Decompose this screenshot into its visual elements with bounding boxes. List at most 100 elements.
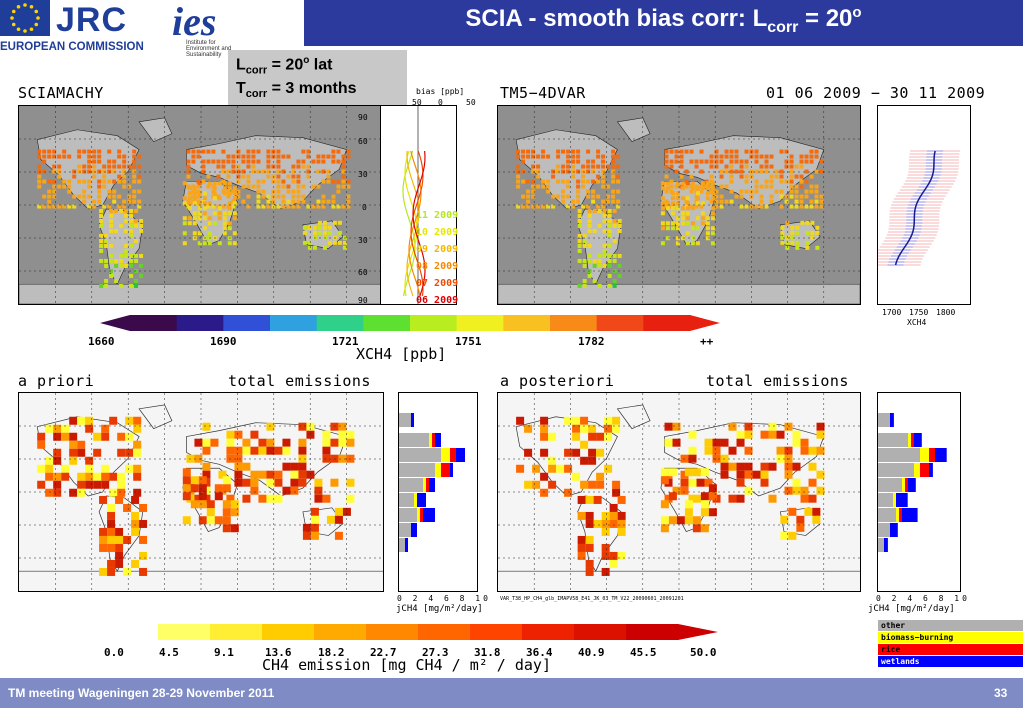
emission-cell <box>524 480 533 489</box>
xch4-pixel <box>326 199 331 204</box>
emission-cell <box>548 480 557 489</box>
xch4-pixel <box>724 164 729 169</box>
xch4-pixel <box>571 174 576 179</box>
xch4-pixel <box>197 211 202 216</box>
emission-cell <box>107 567 116 576</box>
emission-cell <box>226 454 235 463</box>
xch4-pixel <box>754 154 759 159</box>
emission-cell <box>585 519 594 528</box>
xch4-pixel <box>754 149 759 154</box>
xch4-pixel <box>266 169 271 174</box>
xch4-pixel <box>612 278 617 283</box>
xch4-pixel <box>705 181 710 186</box>
xch4-pixel <box>754 159 759 164</box>
emission-cell <box>326 515 335 524</box>
emission-cell <box>596 432 605 441</box>
xch4-pixel <box>87 204 92 209</box>
colorbar-segment <box>410 315 458 331</box>
xch4-pixel <box>97 199 102 204</box>
xch4-pixel <box>132 189 137 194</box>
xch4-pixel <box>187 201 192 206</box>
xch4-pixel <box>664 164 669 169</box>
xch4-pixel <box>266 164 271 169</box>
xch4-pixel <box>799 179 804 184</box>
xch4-pixel <box>699 169 704 174</box>
xch4-pixel <box>531 189 536 194</box>
xch4-pixel <box>611 194 616 199</box>
xch4-pixel <box>587 218 592 223</box>
xch4-pixel <box>607 258 612 263</box>
emission-cell <box>796 515 805 524</box>
xch4-pixel <box>192 196 197 201</box>
xch4-pixel <box>744 149 749 154</box>
xch4-pixel <box>109 258 114 263</box>
emission-cell <box>680 454 689 463</box>
emission-cell <box>696 494 705 503</box>
xch4-pixel <box>526 189 531 194</box>
xch4-pixel <box>212 181 217 186</box>
emission-cell <box>242 478 251 487</box>
xch4-pixel <box>222 186 227 191</box>
xch4-pixel <box>236 154 241 159</box>
xch4-pixel <box>729 164 734 169</box>
xch4-pixel <box>286 204 291 209</box>
xch4-pixel <box>286 184 291 189</box>
xch4-pixel <box>341 169 346 174</box>
xch4-pixel <box>734 169 739 174</box>
emission-cell <box>540 448 549 457</box>
xch4-pixel <box>744 159 749 164</box>
xch4-pixel <box>132 179 137 184</box>
xch4-pixel <box>192 211 197 216</box>
emission-cell <box>107 519 116 528</box>
xch4-pixel <box>346 194 351 199</box>
xch4-pixel <box>581 179 586 184</box>
xch4-pixel <box>129 228 134 233</box>
xch4-pixel <box>764 154 769 159</box>
emission-cell <box>572 472 581 481</box>
xch4-pixel <box>62 179 67 184</box>
xch4-pixel <box>82 149 87 154</box>
emission-cell <box>736 470 745 479</box>
xch4-pixel <box>729 179 734 184</box>
emission-cell <box>792 462 801 471</box>
emission-cell <box>346 478 355 487</box>
emission-cell <box>540 424 549 433</box>
xch4-pixel <box>206 159 211 164</box>
xch4-pixel <box>127 164 132 169</box>
xch4-pixel <box>276 164 281 169</box>
xch4-pixel <box>306 174 311 179</box>
xch4-pixel <box>719 199 724 204</box>
xch4-pixel <box>117 174 122 179</box>
xch4-pixel <box>679 174 684 179</box>
emission-cell <box>660 524 669 533</box>
xch4-pixel <box>684 149 689 154</box>
xch4-pixel <box>714 149 719 154</box>
emission-cell <box>282 446 291 455</box>
xch4-pixel <box>134 253 139 258</box>
xch4-pixel <box>815 245 820 250</box>
emission-cell <box>322 430 331 439</box>
xch4-pixel <box>47 189 52 194</box>
emission-profile-bar <box>399 433 429 447</box>
a-posteriori-label: a posteriori <box>500 372 615 390</box>
xch4-pixel <box>139 223 144 228</box>
emission-cell <box>69 416 78 425</box>
xch4-pixel <box>799 164 804 169</box>
xch4-pixel <box>192 191 197 196</box>
xch4-pixel <box>197 191 202 196</box>
ies-subtitle: Institute for Environment and Sustainabi… <box>186 40 232 58</box>
emission-cell <box>222 524 231 533</box>
emission-cell <box>577 511 586 520</box>
emission-cell <box>338 454 347 463</box>
xch4-pixel <box>819 194 824 199</box>
emission-cell <box>784 422 793 431</box>
xch4-pixel <box>587 253 592 258</box>
colorbar-segment <box>176 315 224 331</box>
xch4-pixel <box>541 204 546 209</box>
xch4-pixel <box>576 149 581 154</box>
xch4-pixel <box>814 184 819 189</box>
xch4-pixel <box>591 159 596 164</box>
xch4-pixel <box>754 189 759 194</box>
emission-cell <box>768 430 777 439</box>
xch4-pixel <box>271 199 276 204</box>
